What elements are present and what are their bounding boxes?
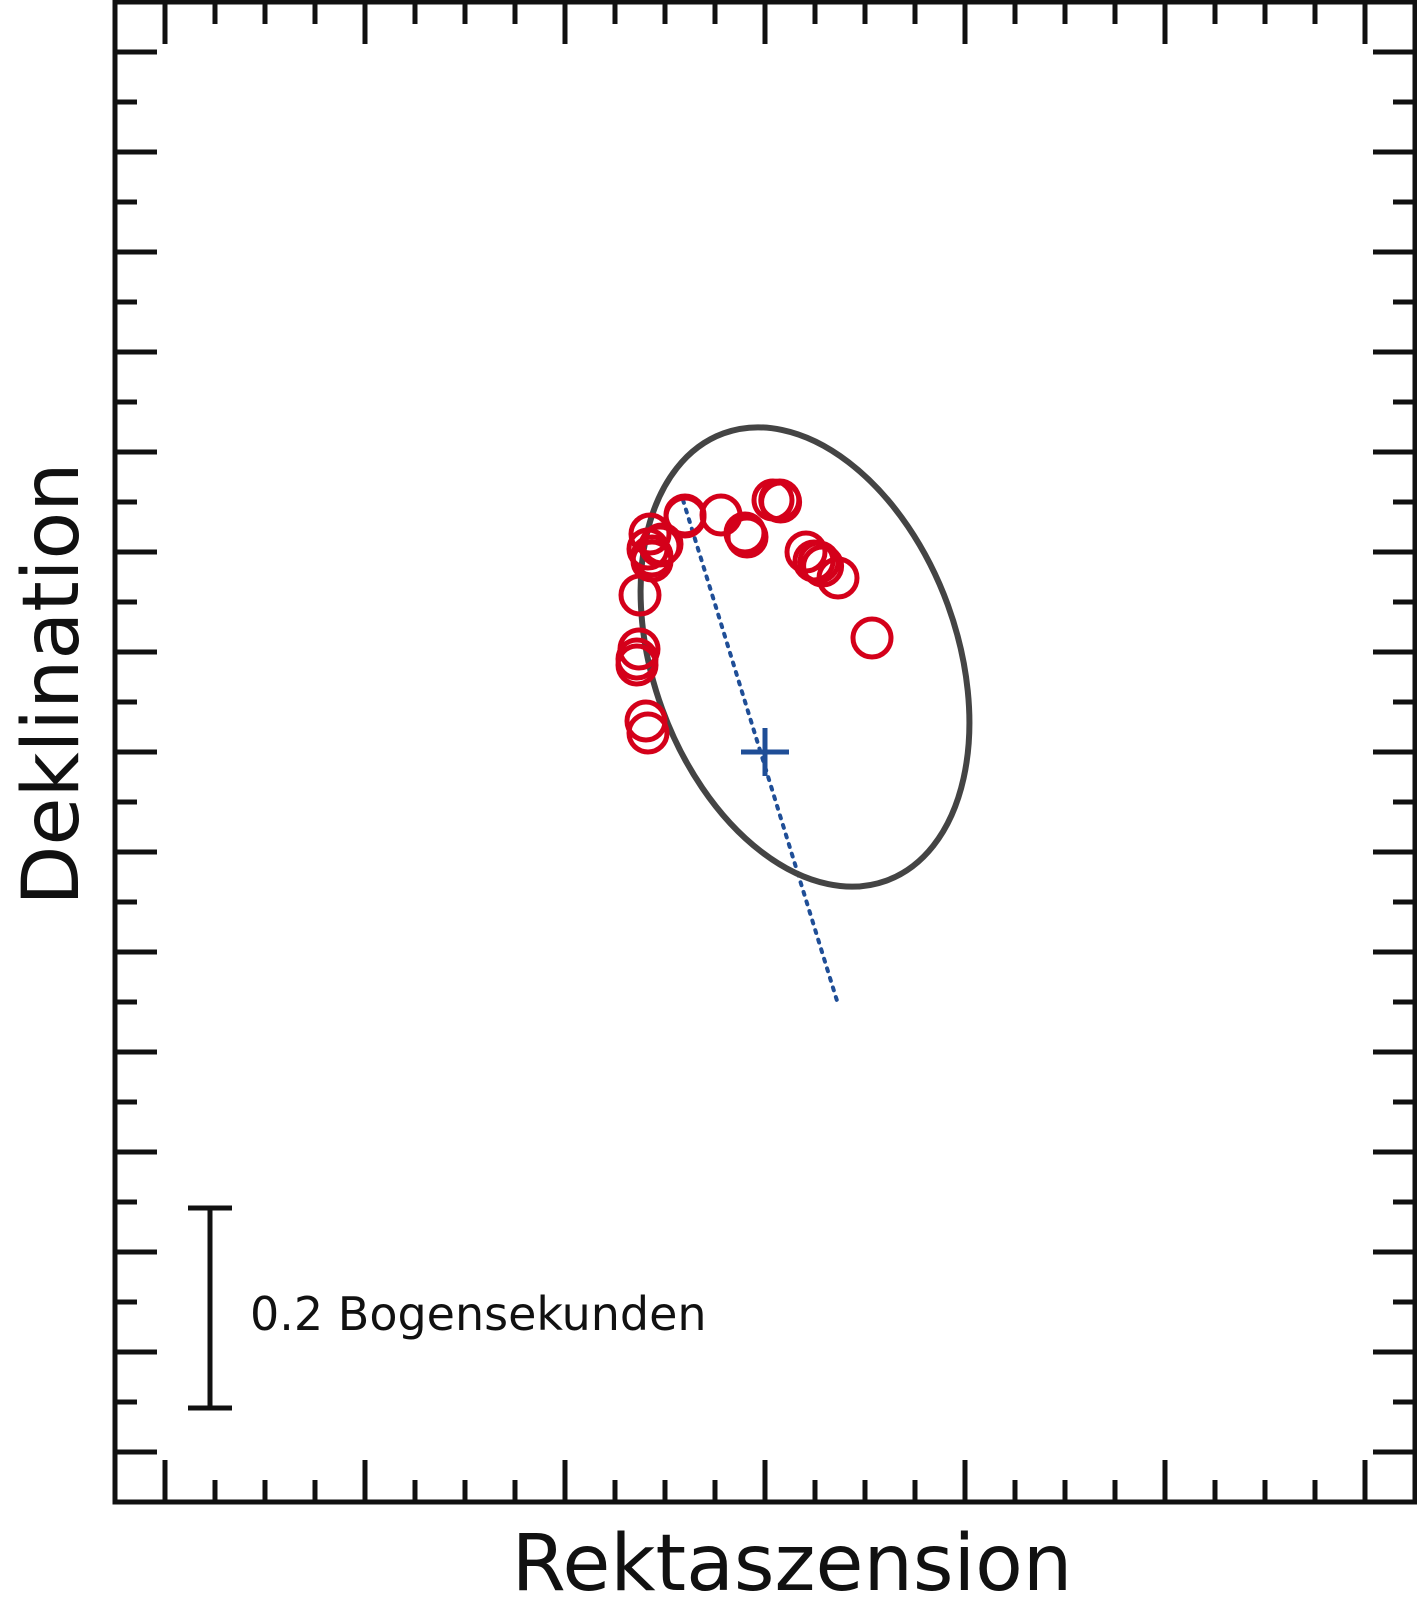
axis-ticks bbox=[115, 2, 1415, 1502]
observation-point-0-16 bbox=[628, 512, 672, 556]
observation-point-0-20 bbox=[618, 573, 662, 617]
observation-point-0-7 bbox=[759, 480, 803, 524]
observation-points bbox=[615, 478, 894, 755]
observation-point-0-13 bbox=[850, 616, 894, 660]
x-axis-title: Rektaszension bbox=[512, 1519, 1073, 1609]
center-marker bbox=[741, 728, 789, 776]
y-axis-title: Deklination bbox=[7, 462, 97, 905]
observation-point-0-23 bbox=[615, 643, 659, 687]
scale-bar-label: 0.2 Bogensekunden bbox=[250, 1287, 707, 1341]
scale-bar-group: 0.2 Bogensekunden bbox=[188, 1205, 707, 1411]
observation-point-0-4 bbox=[725, 515, 769, 559]
observation-point-0-12 bbox=[816, 556, 860, 600]
observation-point-0-25 bbox=[626, 711, 670, 755]
